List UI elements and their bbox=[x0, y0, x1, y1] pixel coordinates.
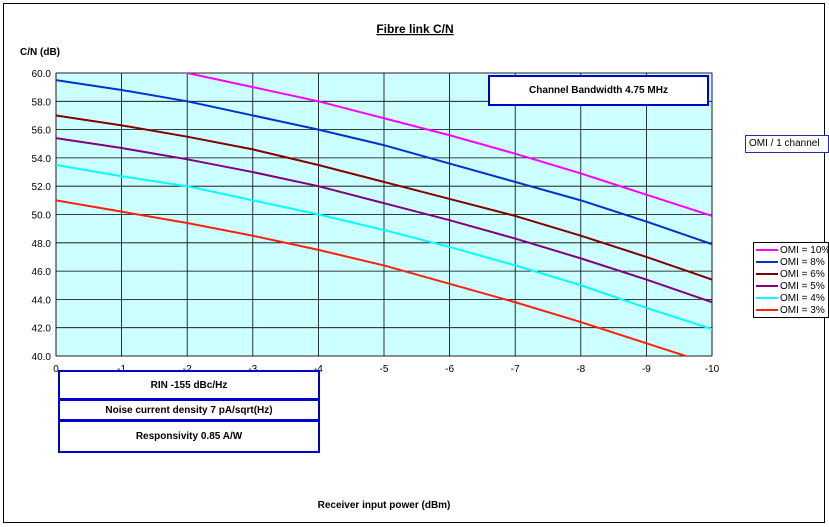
legend-item: OMI = 6% bbox=[756, 268, 828, 280]
rin-annotation: RIN -155 dBc/Hz bbox=[58, 370, 320, 400]
x-tick-label: -7 bbox=[511, 364, 520, 375]
y-tick-label: 42.0 bbox=[32, 324, 52, 335]
y-tick-label: 52.0 bbox=[32, 182, 52, 193]
x-tick-label: 0 bbox=[53, 364, 59, 375]
legend-item: OMI = 4% bbox=[756, 292, 828, 304]
y-tick-label: 44.0 bbox=[32, 295, 52, 306]
y-tick-label: 60.0 bbox=[32, 69, 52, 80]
y-tick-label: 46.0 bbox=[32, 267, 52, 278]
y-tick-labels: 40.0 42.0 44.0 46.0 48.0 50.0 52.0 54.0 56.0 58.0… bbox=[32, 69, 52, 363]
legend-label: OMI = 8% bbox=[780, 256, 825, 268]
series-line-8-percent bbox=[56, 79, 712, 246]
x-tick-label: -2 bbox=[183, 364, 192, 375]
y-tick-label: 54.0 bbox=[32, 154, 52, 165]
noise-annotation: Noise current density 7 pA/sqrt(Hz) bbox=[58, 399, 320, 421]
legend-swatch bbox=[756, 285, 778, 287]
legend: OMI = 10% OMI = 8% OMI = 6% OMI = 5% OMI = 4… bbox=[753, 242, 829, 318]
legend-label: OMI = 10% bbox=[780, 244, 829, 256]
legend-label: OMI = 5% bbox=[780, 280, 825, 292]
legend-item: OMI = 10% bbox=[756, 244, 828, 256]
series-lines bbox=[56, 73, 712, 356]
legend-swatch bbox=[756, 273, 778, 275]
legend-swatch bbox=[756, 309, 778, 311]
bandwidth-annotation: Channel Bandwidth 4.75 MHz bbox=[488, 75, 709, 106]
responsivity-annotation: Responsivity 0.85 A/W bbox=[58, 420, 320, 453]
legend-label: OMI = 6% bbox=[780, 268, 825, 280]
x-tick-label: -4 bbox=[314, 364, 323, 375]
legend-swatch bbox=[756, 261, 778, 263]
y-tick-label: 58.0 bbox=[32, 97, 52, 108]
x-tick-label: -9 bbox=[642, 364, 651, 375]
series-line-3-percent bbox=[56, 199, 690, 356]
y-tick-label: 40.0 bbox=[32, 352, 52, 363]
legend-label: OMI = 3% bbox=[780, 304, 825, 316]
x-tick-label: -3 bbox=[248, 364, 257, 375]
x-tick-label: -6 bbox=[445, 364, 454, 375]
x-axis-label: Receiver input power (dBm) bbox=[318, 500, 451, 511]
legend-swatch bbox=[756, 249, 778, 251]
y-tick-label: 50.0 bbox=[32, 211, 52, 222]
y-tick-label: 48.0 bbox=[32, 239, 52, 250]
series-line-10-percent bbox=[183, 73, 712, 217]
legend-item: OMI = 3% bbox=[756, 304, 828, 316]
x-tick-label: -1 bbox=[117, 364, 126, 375]
legend-title: OMI / 1 channel bbox=[745, 135, 829, 153]
x-tick-label: -8 bbox=[576, 364, 585, 375]
x-tick-label: -10 bbox=[705, 364, 720, 375]
x-tick-label: -5 bbox=[380, 364, 389, 375]
x-tick-labels: 0 -1 -2 -3 -4 -5 -6 -7 -8 -9 -10 bbox=[53, 364, 719, 375]
grid-lines bbox=[55, 72, 713, 357]
legend-label: OMI = 4% bbox=[780, 292, 825, 304]
series-line-5-percent bbox=[56, 137, 712, 304]
legend-swatch bbox=[756, 297, 778, 299]
legend-item: OMI = 8% bbox=[756, 256, 828, 268]
chart-title: Fibre link C/N bbox=[376, 22, 453, 36]
y-axis-label: C/N (dB) bbox=[20, 47, 60, 58]
series-line-6-percent bbox=[56, 114, 712, 281]
y-tick-label: 56.0 bbox=[32, 126, 52, 137]
legend-item: OMI = 5% bbox=[756, 280, 828, 292]
series-line-4-percent bbox=[56, 163, 712, 331]
